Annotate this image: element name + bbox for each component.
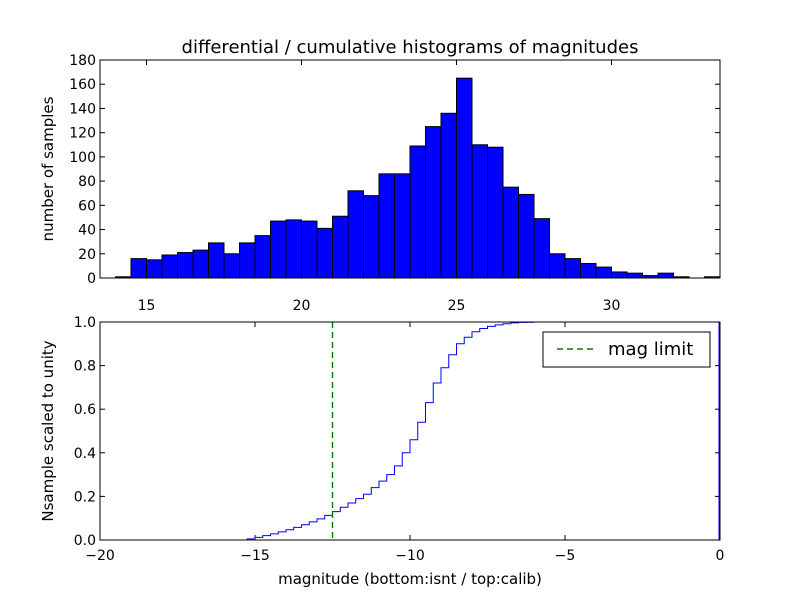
top-y-tick-label: 120 bbox=[69, 126, 96, 142]
histogram-bar bbox=[161, 254, 178, 279]
top-chart-title: differential / cumulative histograms of … bbox=[182, 37, 639, 58]
bottom-plot-frame bbox=[99, 321, 721, 541]
histogram-bar bbox=[394, 173, 411, 279]
histogram-bar bbox=[285, 219, 302, 279]
top-y-tick-label: 80 bbox=[78, 174, 96, 190]
bottom-y-tick-label: 0.2 bbox=[74, 489, 96, 505]
top-x-tick-label: 20 bbox=[293, 298, 311, 314]
top-x-tick-label: 30 bbox=[603, 298, 621, 314]
histogram-bar bbox=[580, 262, 597, 279]
bottom-y-tick-label: 0.6 bbox=[74, 402, 96, 418]
bottom-y-axis-label: Nsample scaled to unity bbox=[39, 340, 57, 521]
legend-label: mag limit bbox=[608, 339, 693, 360]
histogram-bar bbox=[409, 145, 426, 279]
bottom-axis-ticks: −20 −15 −10 −5 0 0.0 0.2 0.4 0.6 0.8 1.0 bbox=[74, 315, 725, 564]
histogram-bar bbox=[502, 186, 519, 279]
histogram-bar bbox=[316, 227, 333, 279]
histogram-bar bbox=[657, 272, 674, 279]
bottom-x-tick-label: −15 bbox=[240, 548, 270, 564]
histogram-bar bbox=[626, 272, 643, 279]
histogram-bar bbox=[363, 195, 380, 279]
histogram-bar bbox=[192, 249, 209, 279]
bottom-x-tick-label: −10 bbox=[395, 548, 425, 564]
bottom-y-tick-label: 0.0 bbox=[74, 533, 96, 549]
histogram-bar bbox=[378, 173, 395, 279]
top-x-tick-label: 25 bbox=[448, 298, 466, 314]
histogram-bar bbox=[564, 258, 581, 279]
histogram-bar bbox=[146, 259, 163, 279]
histogram-bar bbox=[425, 126, 442, 279]
bottom-y-tick-label: 0.8 bbox=[74, 359, 96, 375]
histogram-bar bbox=[611, 271, 628, 279]
histogram-bar bbox=[332, 215, 349, 279]
histogram-bar bbox=[223, 253, 240, 279]
bottom-x-tick-label: −20 bbox=[85, 548, 115, 564]
top-y-tick-label: 40 bbox=[78, 223, 96, 239]
legend: mag limit bbox=[542, 331, 711, 368]
histogram-bar bbox=[301, 220, 318, 279]
bottom-x-tick-label: −5 bbox=[555, 548, 576, 564]
top-y-tick-label: 20 bbox=[78, 247, 96, 263]
histogram-bar bbox=[254, 235, 271, 279]
histogram-bar bbox=[130, 258, 147, 279]
bottom-y-tick-label: 0.4 bbox=[74, 446, 96, 462]
histogram-bar bbox=[456, 77, 473, 279]
histogram-bar bbox=[595, 266, 612, 279]
top-y-tick-label: 0 bbox=[87, 271, 96, 287]
histogram-bar bbox=[549, 253, 566, 279]
top-y-tick-label: 180 bbox=[69, 53, 96, 69]
bottom-x-tick-label: 0 bbox=[716, 548, 725, 564]
histogram-bar bbox=[208, 242, 225, 279]
histogram-bar bbox=[239, 242, 256, 279]
cumulative-line bbox=[100, 321, 720, 541]
histogram-bar bbox=[533, 218, 550, 279]
top-y-tick-label: 100 bbox=[69, 150, 96, 166]
histogram-bar bbox=[518, 193, 535, 279]
top-y-tick-label: 140 bbox=[69, 101, 96, 117]
histogram-bar bbox=[347, 190, 364, 279]
bottom-x-axis-label: magnitude (bottom:isnt / top:calib) bbox=[278, 570, 542, 588]
top-plot-frame bbox=[99, 59, 721, 279]
histogram-bar bbox=[440, 112, 457, 279]
top-y-tick-label: 160 bbox=[69, 77, 96, 93]
histogram-bars bbox=[115, 77, 721, 279]
histogram-bar bbox=[270, 220, 287, 279]
bottom-y-tick-label: 1.0 bbox=[74, 315, 96, 331]
top-y-axis-label: number of samples bbox=[39, 96, 57, 241]
histogram-bar bbox=[177, 252, 194, 279]
top-x-tick-label: 15 bbox=[138, 298, 156, 314]
histogram-bar bbox=[487, 146, 504, 279]
top-y-tick-label: 60 bbox=[78, 198, 96, 214]
histogram-bar bbox=[471, 144, 488, 279]
